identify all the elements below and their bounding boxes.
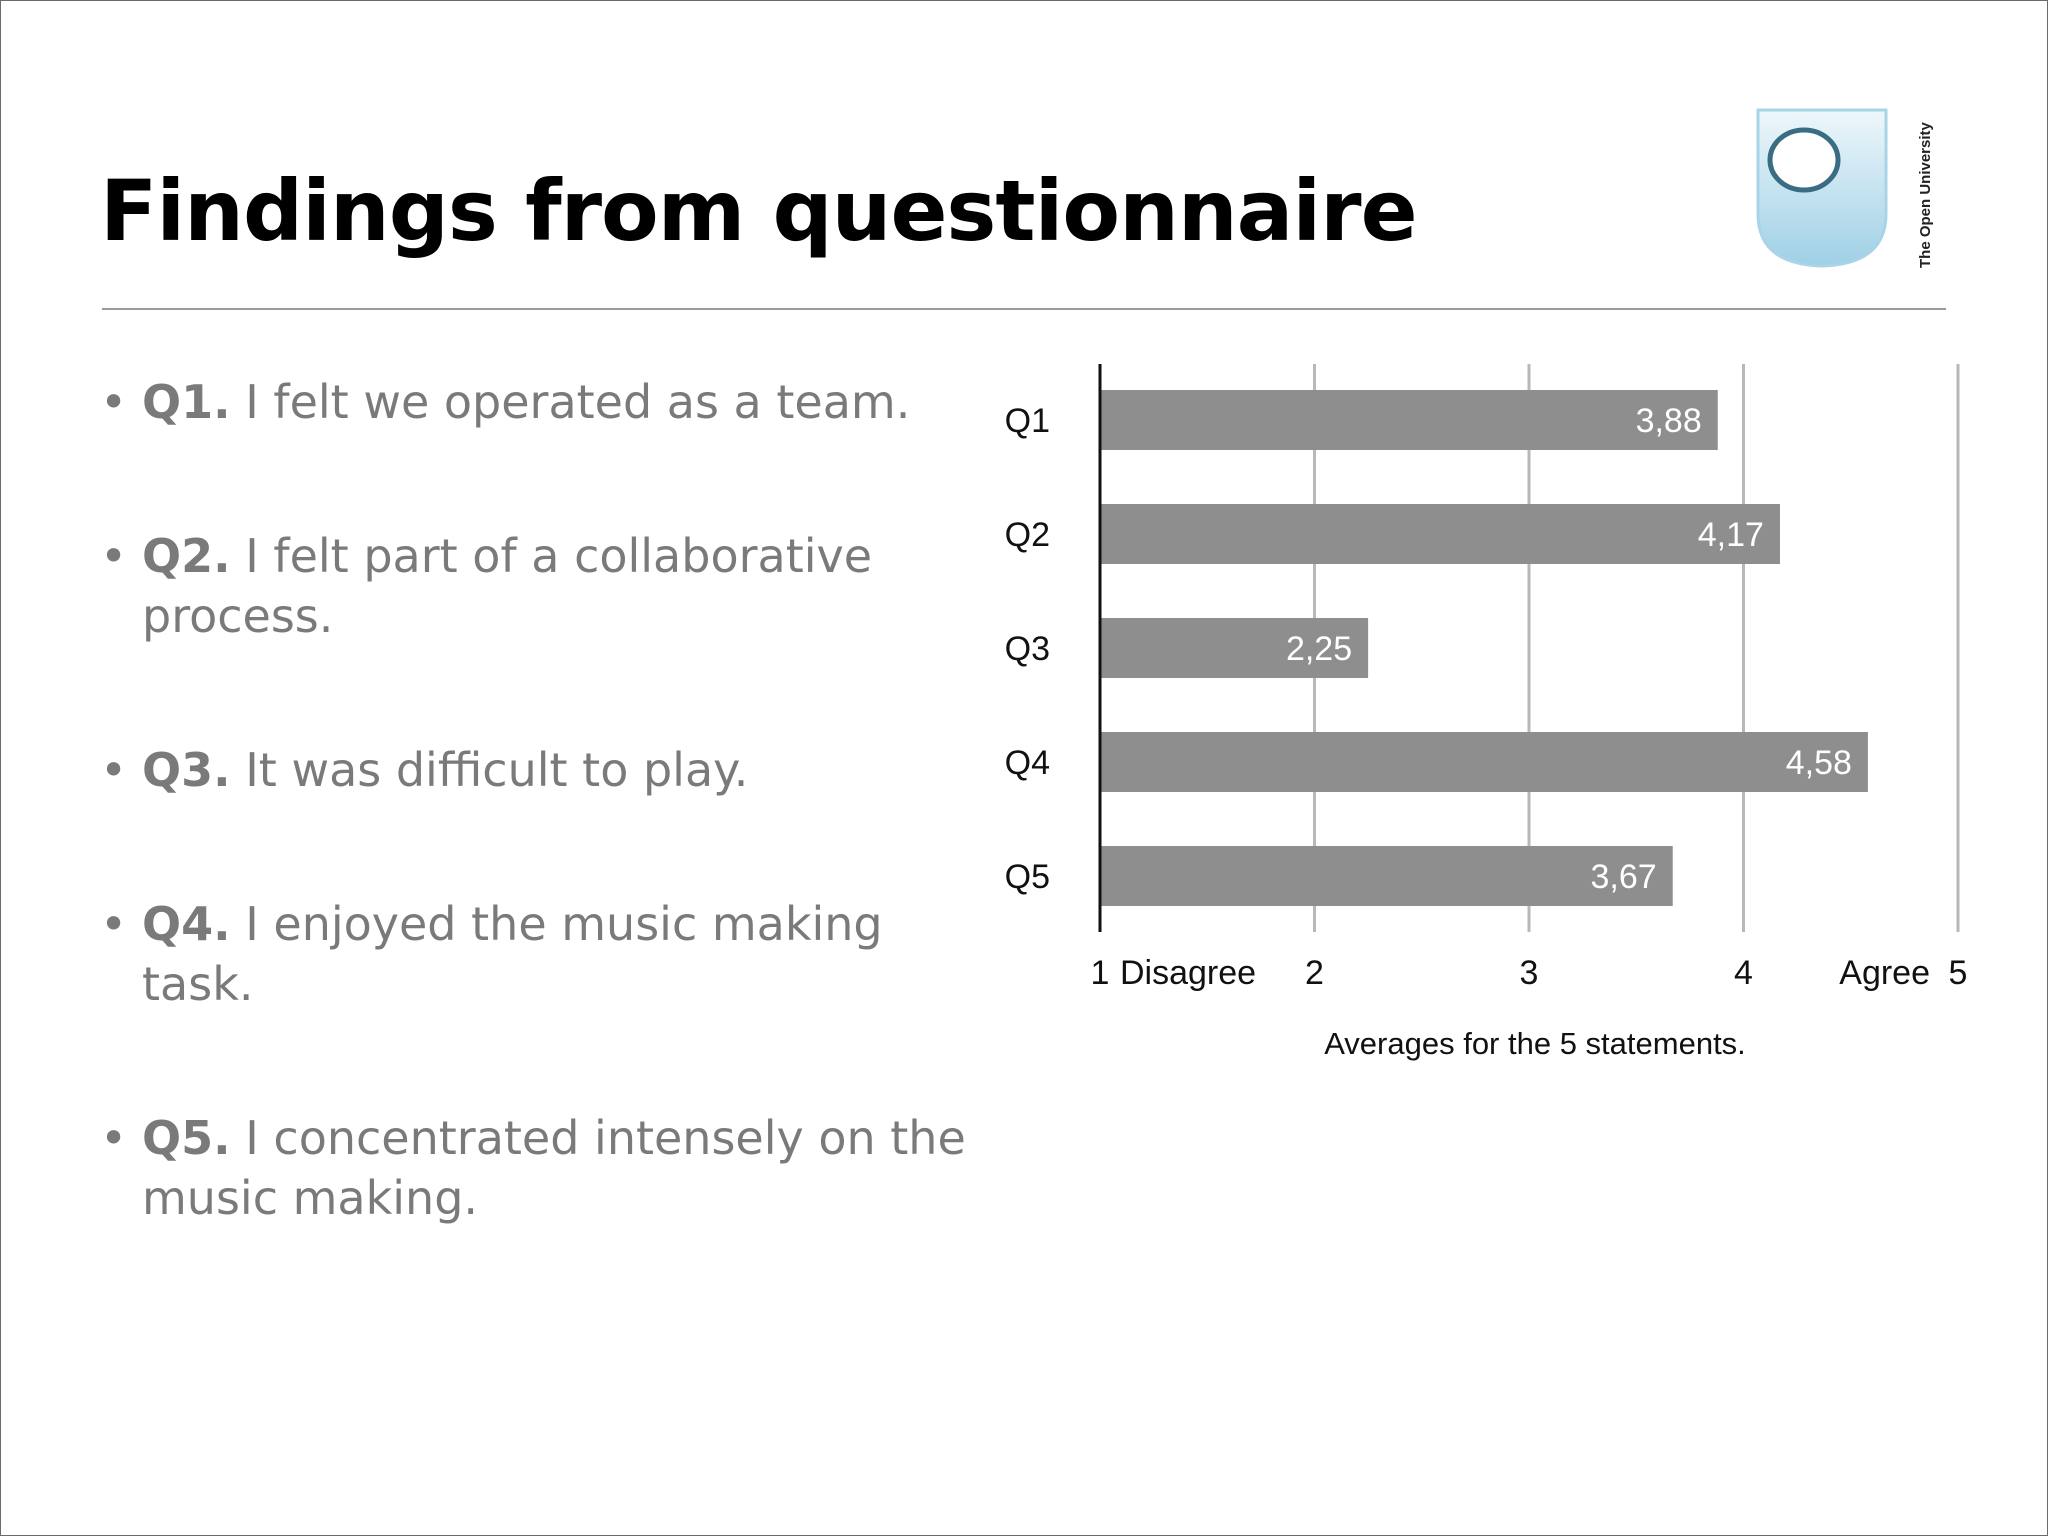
question-text: I felt we operated as a team. [230,375,911,429]
question-item: • Q1. I felt we operated as a team. [100,372,980,432]
category-label: Q1 [1005,402,1050,440]
bar [1100,618,1369,678]
scale-high-label: Agree [1839,954,1930,992]
bullet-icon: • [100,375,128,429]
question-item: • Q5. I concentrated intensely on the mus… [100,1108,980,1228]
question-number: Q4. [142,897,231,951]
question-number: Q1. [142,375,231,429]
bullet-icon: • [100,743,128,797]
question-number: Q3. [142,743,231,797]
bar-value-label: 4,17 [1698,516,1764,554]
bullet-icon: • [100,1111,128,1165]
bar [1100,732,1868,792]
x-tick-label: 2 [1305,954,1324,992]
question-text: I felt part of a collaborative process. [142,529,873,643]
x-tick-label: 5 [1949,954,1968,992]
bar-value-label: 4,58 [1786,744,1852,782]
question-text: I concentrated intensely on the music ma… [142,1111,966,1225]
question-item: • Q3. It was difficult to play. [100,740,980,800]
bar-value-label: 3,88 [1636,402,1702,440]
slide-title: Findings from questionnaire [100,162,1418,260]
question-number: Q5. [142,1111,231,1165]
question-list: • Q1. I felt we operated as a team. • Q2. … [100,372,980,1322]
circle-icon [1767,127,1841,193]
x-tick-label: 4 [1734,954,1753,992]
question-number: Q2. [142,529,231,583]
logo-text: The Open University [1917,121,1934,268]
averages-bar-chart: 3,88 Q1 4,17 Q2 2,25 Q3 4,58 Q4 3,67 Q5 1 2 3 4 5 Disag… [1005,364,1968,1061]
question-text: I enjoyed the music making task. [142,897,883,1011]
question-item: • Q4. I enjoyed the music making task. [100,894,980,1014]
bar [1100,504,1780,564]
scale-low-label: Disagree [1120,954,1256,992]
x-tick-label: 1 [1091,954,1110,992]
x-axis-title: Averages for the 5 statements. [1324,1026,1746,1061]
open-university-logo: The Open University [1756,108,1934,268]
category-label: Q3 [1005,630,1050,668]
x-tick-label: 3 [1520,954,1539,992]
question-item: • Q2. I felt part of a collaborative proc… [100,526,980,646]
bar [1100,390,1718,450]
bar-value-label: 3,67 [1591,858,1657,896]
category-label: Q2 [1005,516,1050,554]
bullet-icon: • [100,529,128,583]
title-divider [102,308,1946,310]
bar-value-label: 2,25 [1286,630,1352,668]
question-text: It was difficult to play. [230,743,749,797]
bullet-icon: • [100,897,128,951]
bar [1100,846,1673,906]
category-label: Q4 [1005,744,1050,782]
category-label: Q5 [1005,858,1050,896]
